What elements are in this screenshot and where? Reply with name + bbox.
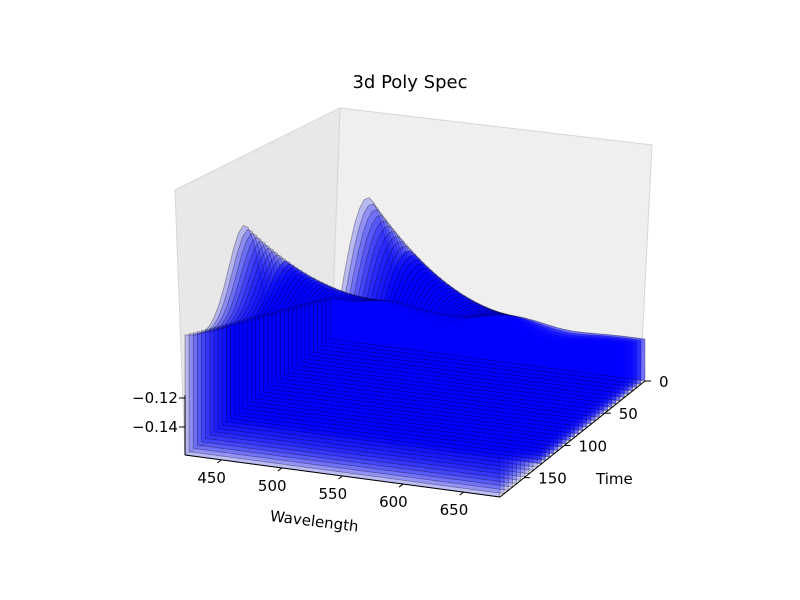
x-tick xyxy=(459,491,464,496)
y-tick-label: 100 xyxy=(578,437,607,455)
x-tick-label: 550 xyxy=(319,485,348,503)
x-axis: 450 500 550 600 650 xyxy=(184,454,501,519)
x-tick-label: 600 xyxy=(379,493,408,511)
grid-line-y xyxy=(209,435,525,479)
spectra-slices xyxy=(184,197,646,498)
y-axis-label: Time xyxy=(595,470,633,488)
x-tick-label: 650 xyxy=(440,501,469,519)
x-tick xyxy=(277,467,283,472)
y-tick-label: 150 xyxy=(538,470,567,488)
y-tick-label: 50 xyxy=(619,405,638,423)
x-tick xyxy=(338,475,343,480)
y-tick-label: 0 xyxy=(659,373,669,391)
z-axis: −0.14 −0.12 xyxy=(132,389,186,455)
x-tick-label: 500 xyxy=(258,477,287,495)
x-tick-label: 450 xyxy=(197,469,226,487)
y-axis: 0 50 100 150 xyxy=(499,373,669,498)
x-tick xyxy=(398,483,404,488)
chart-title: 3d Poly Spec xyxy=(352,72,468,93)
z-tick-label: −0.12 xyxy=(132,389,178,407)
z-tick-label: −0.14 xyxy=(132,418,178,436)
x-axis-label: Wavelength xyxy=(269,507,360,536)
x-tick xyxy=(217,459,222,464)
